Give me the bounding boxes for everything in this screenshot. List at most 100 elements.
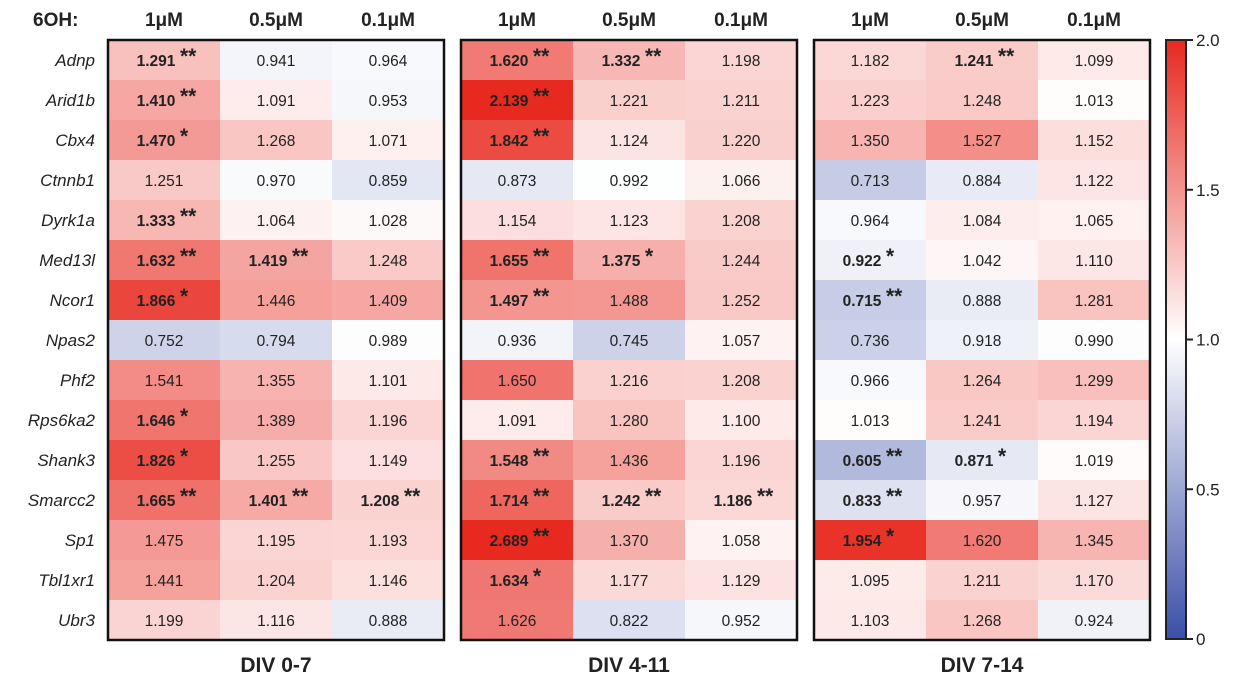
cell-value-label: 1.211 bbox=[722, 93, 760, 110]
cell-value-label: 0.989 bbox=[369, 333, 408, 350]
heatmap-cell bbox=[332, 240, 444, 280]
heatmap-cell bbox=[814, 400, 926, 440]
gene-label: Ctnnb1 bbox=[40, 171, 95, 190]
heatmap-cell bbox=[108, 400, 220, 440]
significance-marker: ** bbox=[645, 45, 662, 68]
cell-value-label: 1.196 bbox=[722, 453, 761, 470]
heatmap-cell bbox=[1038, 160, 1150, 200]
cell-value-label: 1.842 bbox=[490, 133, 529, 150]
significance-marker: ** bbox=[404, 485, 421, 508]
cell-value-label: 1.401 bbox=[249, 493, 288, 510]
heatmap-cell bbox=[685, 600, 797, 640]
heatmap-cell bbox=[573, 280, 685, 320]
heatmap-cell bbox=[461, 520, 573, 560]
gene-label: Phf2 bbox=[60, 371, 96, 390]
heatmap-cell bbox=[1038, 480, 1150, 520]
cell-value-label: 1.252 bbox=[722, 293, 761, 310]
cell-value-label: 1.195 bbox=[257, 533, 296, 550]
cell-value-label: 1.375 bbox=[602, 253, 641, 270]
heatmap-cell bbox=[926, 40, 1038, 80]
heatmap-cell bbox=[332, 80, 444, 120]
heatmap-cell bbox=[814, 200, 926, 240]
cell-value-label: 1.223 bbox=[851, 93, 890, 110]
cell-value-label: 1.196 bbox=[369, 413, 408, 430]
cell-value-label: 1.646 bbox=[137, 413, 176, 430]
significance-marker: ** bbox=[292, 485, 309, 508]
heatmap-cell bbox=[332, 40, 444, 80]
cell-value-label: 1.193 bbox=[369, 533, 408, 550]
heatmap-cell bbox=[1038, 360, 1150, 400]
dose-header: 1μM bbox=[498, 10, 536, 31]
cell-value-label: 1.268 bbox=[257, 133, 296, 150]
cell-value-label: 0.990 bbox=[1075, 333, 1114, 350]
significance-marker: ** bbox=[292, 245, 309, 268]
heatmap-cell bbox=[685, 240, 797, 280]
cell-value-label: 1.216 bbox=[610, 373, 649, 390]
significance-marker: * bbox=[886, 245, 895, 268]
significance-marker: ** bbox=[998, 45, 1015, 68]
cell-value-label: 1.208 bbox=[722, 373, 761, 390]
dose-header: 0.5μM bbox=[249, 10, 303, 31]
significance-marker: ** bbox=[533, 445, 550, 468]
significance-marker: ** bbox=[533, 85, 550, 108]
heatmap-cell bbox=[814, 320, 926, 360]
heatmap-cell bbox=[573, 80, 685, 120]
cell-value-label: 0.952 bbox=[722, 613, 761, 630]
heatmap-cell bbox=[108, 80, 220, 120]
panel-border bbox=[812, 38, 1152, 642]
gene-label: Sp1 bbox=[65, 531, 95, 550]
heatmap-cell bbox=[1038, 320, 1150, 360]
cell-value-label: 1.255 bbox=[257, 453, 296, 470]
panel-title: DIV 4-11 bbox=[588, 654, 670, 677]
heatmap-cell bbox=[685, 200, 797, 240]
heatmap-cell bbox=[926, 280, 1038, 320]
cell-value-label: 1.527 bbox=[963, 133, 1002, 150]
heatmap-cell bbox=[814, 160, 926, 200]
cell-value-label: 0.833 bbox=[843, 493, 882, 510]
cell-value-label: 1.409 bbox=[369, 293, 408, 310]
heatmap-cell bbox=[332, 440, 444, 480]
cell-value-label: 0.941 bbox=[257, 53, 296, 70]
heatmap-cell bbox=[573, 320, 685, 360]
cell-value-label: 1.541 bbox=[145, 373, 184, 390]
cell-value-label: 1.626 bbox=[498, 613, 537, 630]
heatmap-cell bbox=[926, 600, 1038, 640]
heatmap-cell bbox=[220, 440, 332, 480]
significance-marker: ** bbox=[180, 45, 197, 68]
cell-value-label: 1.251 bbox=[145, 173, 184, 190]
cell-value-label: 1.146 bbox=[369, 573, 408, 590]
cell-value-label: 1.475 bbox=[145, 533, 184, 550]
cell-value-label: 1.345 bbox=[1075, 533, 1114, 550]
heatmap-cell bbox=[573, 520, 685, 560]
cell-value-label: 1.650 bbox=[498, 373, 537, 390]
cell-value-label: 1.066 bbox=[722, 173, 761, 190]
heatmap-cell bbox=[1038, 280, 1150, 320]
cell-value-label: 1.620 bbox=[963, 533, 1002, 550]
significance-marker: * bbox=[533, 565, 542, 588]
heatmap-cell bbox=[814, 440, 926, 480]
heatmap-cell bbox=[926, 520, 1038, 560]
gene-label: Cbx4 bbox=[55, 131, 95, 150]
cell-value-label: 1.186 bbox=[714, 493, 753, 510]
significance-marker: * bbox=[886, 525, 895, 548]
cell-value-label: 0.794 bbox=[257, 333, 296, 350]
cell-value-label: 1.248 bbox=[369, 253, 408, 270]
heatmap-cell bbox=[220, 480, 332, 520]
heatmap-cell bbox=[332, 480, 444, 520]
heatmap-cell bbox=[573, 240, 685, 280]
heatmap-cell bbox=[685, 120, 797, 160]
heatmap-cell bbox=[108, 600, 220, 640]
heatmap-cell bbox=[332, 600, 444, 640]
cell-value-label: 1.123 bbox=[610, 213, 649, 230]
heatmap-cell bbox=[108, 520, 220, 560]
cell-value-label: 1.095 bbox=[851, 573, 890, 590]
heatmap-cell bbox=[108, 240, 220, 280]
significance-marker: ** bbox=[886, 445, 903, 468]
heatmap-cell bbox=[814, 560, 926, 600]
heatmap-cell bbox=[1038, 560, 1150, 600]
cell-value-label: 1.099 bbox=[1075, 53, 1114, 70]
cell-value-label: 0.713 bbox=[851, 173, 890, 190]
cell-value-label: 0.752 bbox=[145, 333, 184, 350]
heatmap-cell bbox=[461, 480, 573, 520]
heatmap-cell bbox=[573, 440, 685, 480]
